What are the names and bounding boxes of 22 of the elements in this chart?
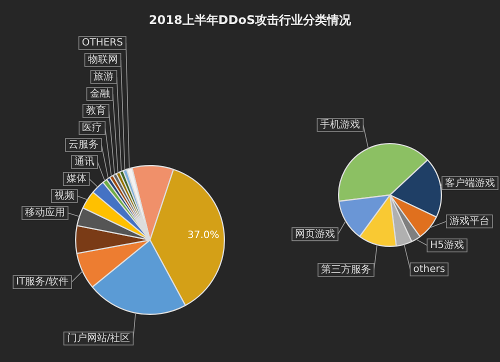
slice-label: IT服务/软件 xyxy=(16,276,69,288)
slice-label: 第三方服务 xyxy=(321,263,372,276)
slice-label: others xyxy=(413,264,446,275)
slice-label: 手机游戏 xyxy=(320,118,360,130)
slice-label: 金融 xyxy=(90,88,110,100)
slice-label: 通讯 xyxy=(74,156,95,168)
slice-label: 物联网 xyxy=(88,54,118,66)
slice-label: 门户网站/社区 xyxy=(66,332,130,344)
data-label: 37.0% xyxy=(187,230,220,241)
slice-label: 旅游 xyxy=(94,70,114,83)
slice-label: H5游戏 xyxy=(430,238,464,251)
slice-label: 网页游戏 xyxy=(295,228,335,240)
slice-label: 视频 xyxy=(54,190,74,202)
slice-label: 媒体 xyxy=(66,172,86,185)
slice-label: OTHERS xyxy=(82,38,123,49)
slice-label: 医疗 xyxy=(82,122,102,134)
slice-label: 客户端游戏 xyxy=(445,176,495,189)
slice-label: 教育 xyxy=(86,104,106,117)
slice-label: 游戏平台 xyxy=(449,214,490,227)
slice-label: 移动应用 xyxy=(25,206,66,219)
text: 2018上半年DDoS攻击行业分类情况 xyxy=(148,12,352,29)
slice-label: 云服务 xyxy=(68,138,98,151)
